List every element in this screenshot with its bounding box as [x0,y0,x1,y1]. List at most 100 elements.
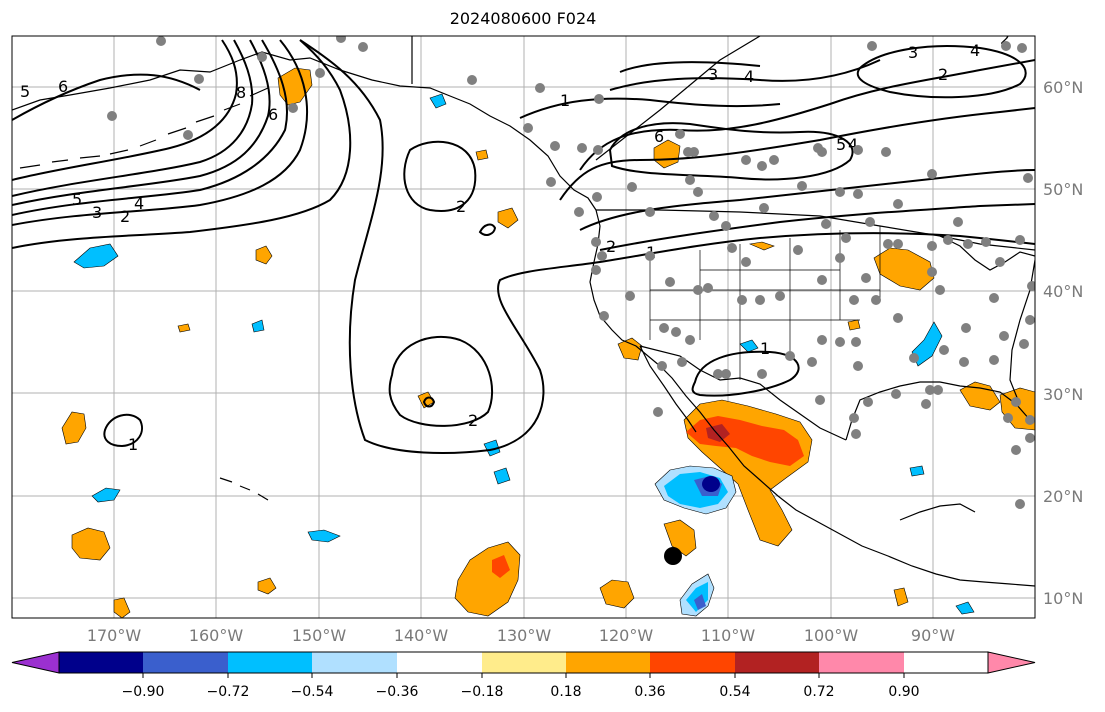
station-dot [883,239,893,249]
colorbar-bin [735,652,819,673]
lat-label-10n: 10°N [1043,589,1084,608]
fill-pac-blue-l [429,93,447,109]
colorbar-bin [143,652,228,673]
station-dot [594,94,604,104]
baja-peninsula [639,345,697,433]
contour-label: 6 [654,127,664,146]
fill-pac-orange-b [893,587,909,607]
lat-label-30n: 30°N [1043,385,1084,404]
map-title: 2024080600 F024 [449,9,597,28]
station-dot [693,285,703,295]
contour-1-south [103,413,143,448]
station-dot [1025,433,1035,443]
contour-label: 2 [938,65,948,84]
lon-label-110w: 110°W [700,626,756,645]
station-dot [683,147,693,157]
colorbar-tick-label: 0.54 [719,684,751,700]
graticule-grid [12,36,1035,618]
yucatan [899,503,976,521]
map-frame [11,35,1036,619]
storm-center-marker [664,547,682,565]
aleutian-chain [19,87,269,169]
station-dot [1015,235,1025,245]
colorbar-tick-label: 0.90 [888,684,920,700]
station-dot [835,337,845,347]
station-dot [867,41,877,51]
station-dot [693,187,703,197]
station-dot [835,253,845,263]
station-dot [625,291,635,301]
station-dot [851,337,861,347]
east-coast [1009,259,1035,401]
station-dot [841,233,851,243]
lon-label-100w: 100°W [803,626,859,645]
contour-2-inner [403,140,477,212]
lat-label-60n: 60°N [1043,78,1084,97]
fill-baja-orange [617,337,643,361]
contour-label: 4 [970,41,980,60]
colorbar-bin [59,652,143,673]
lon-label-150w: 150°W [291,626,347,645]
us-mexico-border [639,345,847,441]
station-dot [1011,397,1021,407]
contour-labels: 568654322221111234634245 [20,36,1010,454]
station-dot [953,217,963,227]
fill-pac-orange-k [255,245,273,265]
colorbar-bin [482,652,566,673]
station-dot [821,219,831,229]
station-dot [963,239,973,249]
station-dot [815,395,825,405]
contour-3-east [856,45,1027,99]
fill-sw-blue [739,339,759,353]
station-dot [592,192,602,202]
station-dot [685,335,695,345]
fill-midwest-orange [873,247,935,291]
contour-label: 8 [236,83,246,102]
colorbar-bin [819,652,904,673]
fill-pac-navy [702,476,720,492]
lon-label-170w: 170°W [86,626,142,645]
station-dot [769,155,779,165]
colorbar-bin [566,652,650,673]
fill-pac-blue-n [909,465,925,477]
alaska-coast [12,51,597,211]
fill-gulf-blue [911,321,943,367]
colorbar-tick-label: 0.18 [550,684,582,700]
station-dot [737,295,747,305]
station-dot [989,293,999,303]
fill-mexico-darkred [706,424,730,442]
contour-1-west [12,39,352,249]
station-dot [785,351,795,361]
fill-pac-blue-m [955,601,975,615]
colorbar-bin [312,652,397,673]
station-dot [817,147,827,157]
station-dot [863,397,873,407]
contour-label: 4 [134,194,144,213]
station-dot [853,361,863,371]
station-dot [1003,413,1013,423]
station-dot [981,237,991,247]
station-dot [933,385,943,395]
contour-label: 1 [560,91,570,110]
station-dot [755,295,765,305]
fill-orange-small1 [177,323,191,333]
state-lines [649,226,881,380]
fill-hawaii-orange [61,411,87,445]
station-dot [574,207,584,217]
colorbar-tick-label: 0.72 [803,684,835,700]
station-dot [927,267,937,277]
colorbar-bin [650,652,735,673]
colorbar [11,651,1036,678]
station-dot [893,199,903,209]
station-dot [793,245,803,255]
station-dot [183,130,193,140]
station-dot [995,257,1005,267]
station-dot [593,145,603,155]
station-dot [851,429,861,439]
fill-pac-red-s [492,555,510,578]
station-dot [1017,43,1027,53]
colorbar-tick-label: −0.36 [375,684,419,700]
lon-label-160w: 160°W [188,626,244,645]
contour-3-west [12,39,289,216]
station-dot [577,143,587,153]
